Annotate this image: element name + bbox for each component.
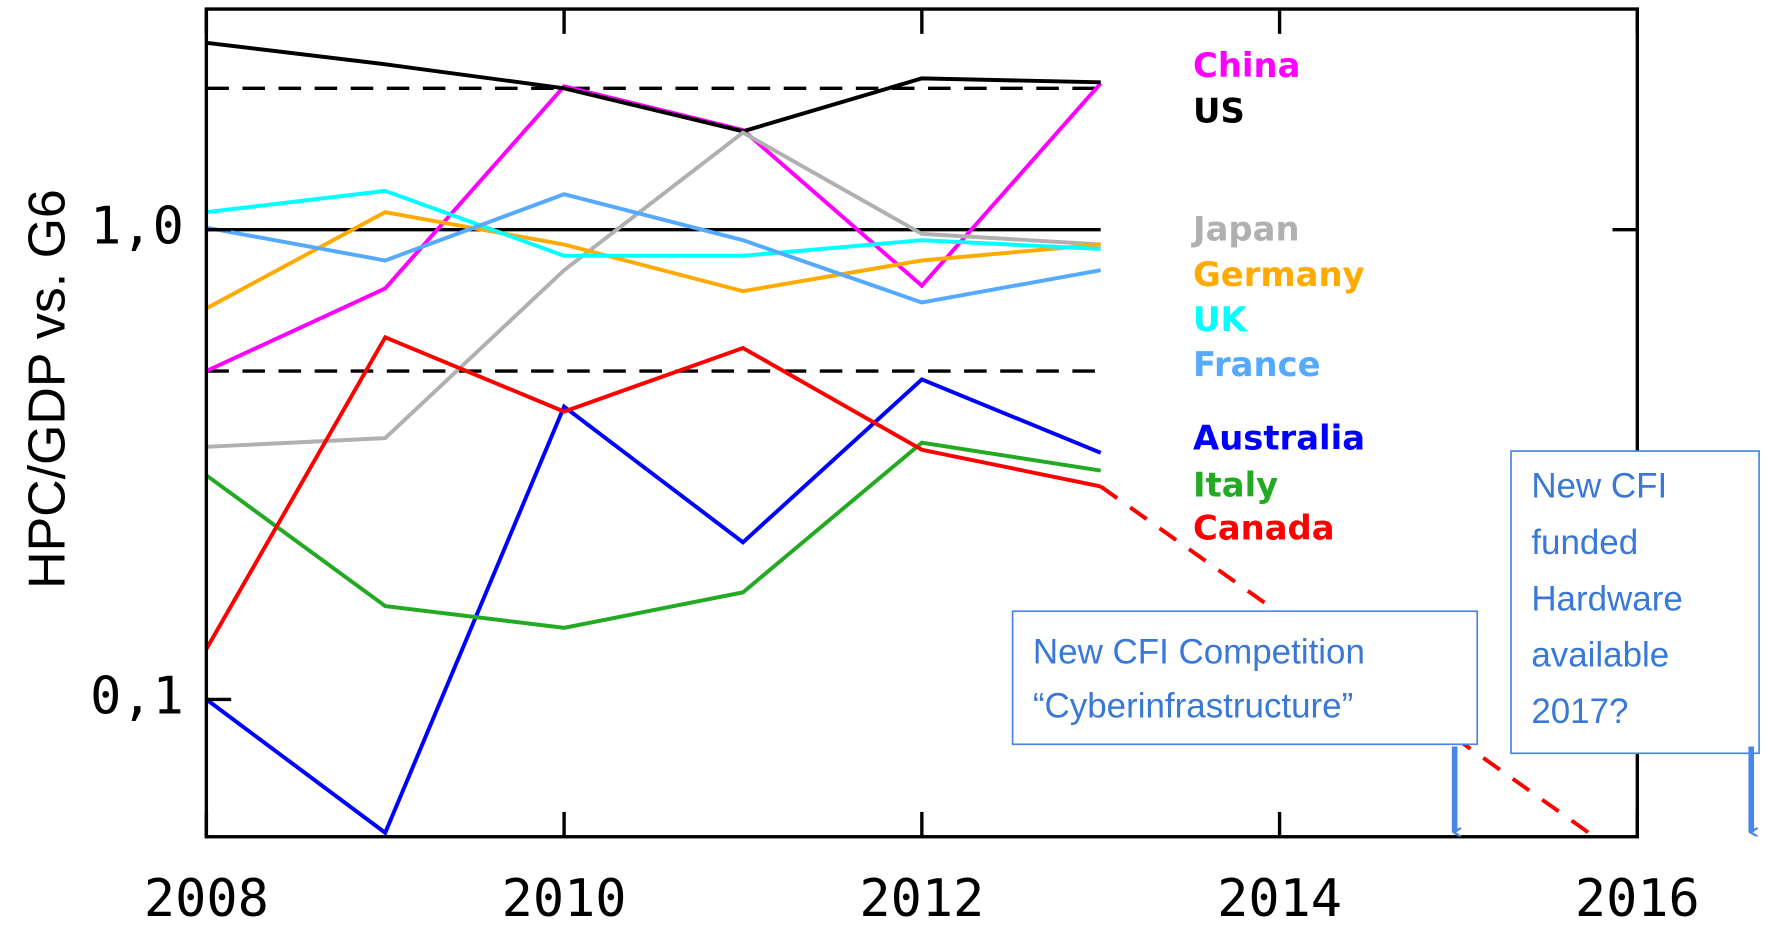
x-tick-label: 2012	[859, 869, 984, 929]
legend-entry: Italy	[1193, 466, 1278, 505]
series-line	[206, 130, 1101, 449]
x-tick-label: 2008	[144, 869, 269, 929]
legend-entry: Canada	[1193, 509, 1335, 548]
x-tick-label: 2014	[1217, 869, 1342, 929]
series-line	[205, 440, 1102, 630]
tick-layer: 2008 2010 2012 2014 2016 0,1 1,0	[90, 9, 1700, 929]
annotation-text: Hardware	[1531, 579, 1682, 618]
series-line	[206, 40, 1101, 134]
reference-layer	[206, 86, 1101, 373]
annotation-text: “Cyberinfrastructure”	[1033, 686, 1353, 725]
annotation-text: funded	[1531, 523, 1638, 562]
annotation-text: 2017?	[1531, 692, 1628, 731]
legend-entry: US	[1193, 91, 1245, 130]
y-axis-label: HPC/GDP vs. G6	[17, 189, 75, 589]
annotation-text: New CFI	[1531, 467, 1667, 506]
annotation-box	[1011, 610, 1479, 746]
annotation-box	[1510, 450, 1760, 755]
series-line	[206, 192, 1102, 305]
annotation-text: New CFI Competition	[1033, 632, 1365, 671]
legend-entry: Germany	[1193, 255, 1365, 294]
series-line	[205, 210, 1101, 311]
series-line	[206, 188, 1101, 258]
legend-entry: Japan	[1191, 210, 1299, 249]
y-tick-label: 1,0	[90, 197, 184, 257]
legend-entry: China	[1193, 46, 1300, 85]
legend-entry: Australia	[1193, 418, 1365, 457]
series-line	[205, 81, 1103, 373]
legend-entry: France	[1193, 345, 1320, 384]
x-tick-label: 2016	[1575, 869, 1700, 929]
x-tick-label: 2010	[502, 869, 627, 929]
legend-entry: UK	[1193, 300, 1248, 339]
series-line	[204, 334, 1102, 651]
series-line	[205, 377, 1102, 836]
y-tick-label: 0,1	[90, 666, 184, 726]
annotation-text: available	[1531, 636, 1669, 675]
